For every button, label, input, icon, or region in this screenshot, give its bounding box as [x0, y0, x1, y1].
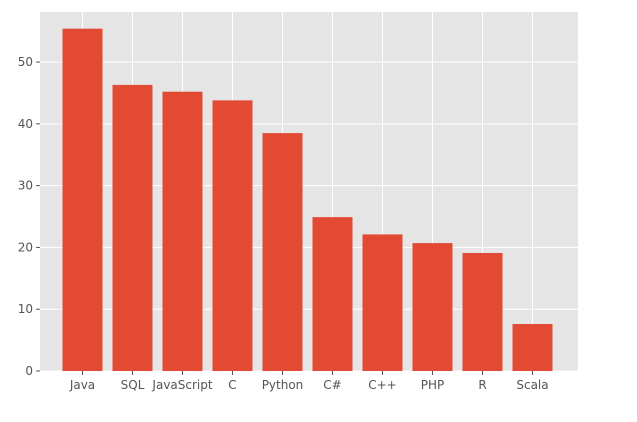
- bar-r: [462, 252, 503, 371]
- x-tick-label: C#: [323, 378, 341, 392]
- bar-c: [212, 100, 253, 371]
- x-tick-label: JavaScript: [151, 378, 212, 392]
- bar-python: [262, 133, 303, 371]
- y-tick-label: 0: [25, 364, 33, 378]
- x-tick-label: R: [478, 378, 486, 392]
- bar-javascript: [162, 91, 203, 372]
- x-tick-label: Scala: [516, 378, 548, 392]
- x-tick-label: Java: [69, 378, 95, 392]
- bar-sql: [112, 84, 153, 371]
- bar-scala: [512, 324, 553, 371]
- x-tick-label: C++: [368, 378, 397, 392]
- bar-c-: [362, 234, 403, 371]
- y-tick-label: 30: [18, 179, 33, 193]
- y-tick-label: 10: [18, 302, 33, 316]
- x-axis: Java SQL JavaScript C Python C# C++ PHP R Scala: [69, 371, 549, 392]
- x-tick-label: Python: [262, 378, 304, 392]
- bar-php: [412, 243, 453, 371]
- x-tick-label: PHP: [421, 378, 445, 392]
- bar-java: [62, 28, 103, 372]
- bar-c-: [312, 217, 353, 371]
- x-tick-label: SQL: [121, 378, 145, 392]
- y-tick-label: 50: [18, 55, 33, 69]
- x-tick-label: C: [228, 378, 236, 392]
- bars: [62, 28, 553, 372]
- y-tick-label: 20: [18, 240, 33, 254]
- y-axis: 0 10 20 30 40 50: [18, 55, 40, 378]
- y-tick-label: 40: [18, 117, 33, 131]
